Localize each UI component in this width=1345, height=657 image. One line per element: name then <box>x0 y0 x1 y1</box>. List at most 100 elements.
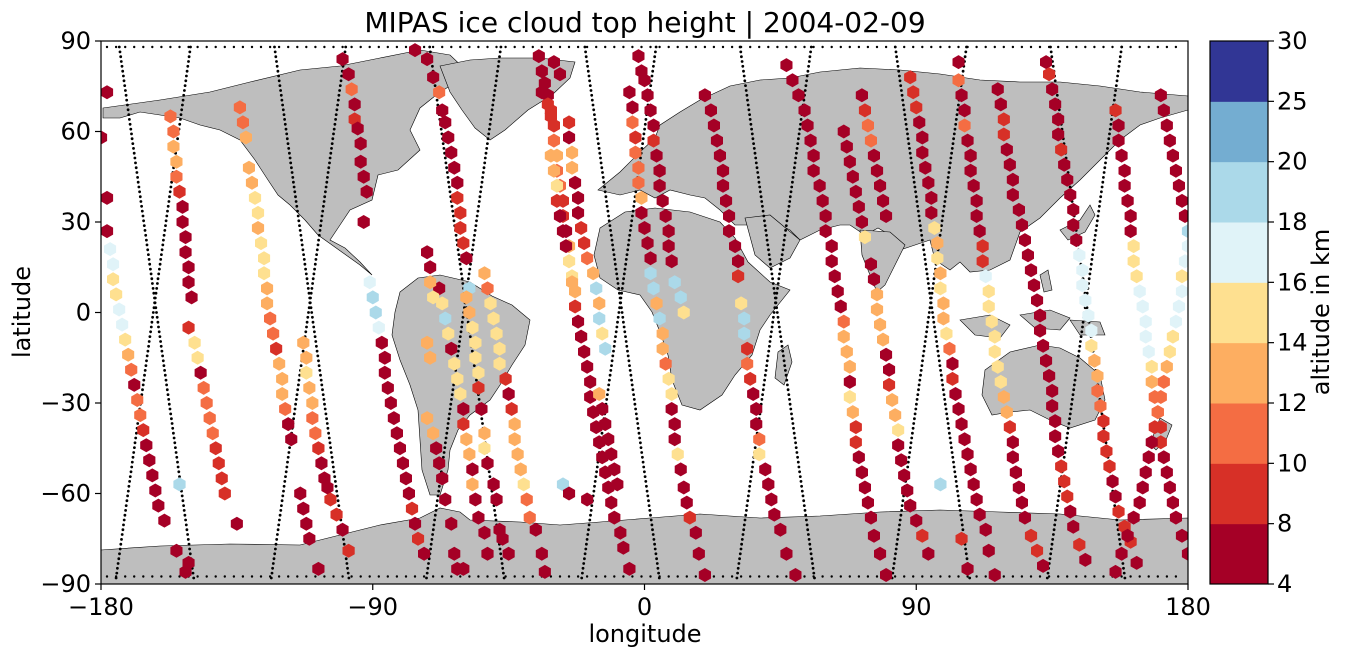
track-dot <box>499 45 503 49</box>
cloud-marker <box>502 387 515 401</box>
track-dot <box>805 518 808 522</box>
track-dot <box>803 509 807 512</box>
cloud-marker <box>170 154 183 169</box>
cloud-marker <box>925 190 938 205</box>
cloud-marker <box>1188 146 1200 160</box>
track-dot <box>581 571 584 575</box>
track-dot <box>910 161 913 165</box>
track-dot <box>901 499 905 503</box>
cloud-marker <box>523 510 536 525</box>
track-dot <box>1102 45 1105 49</box>
track-dot <box>649 513 652 517</box>
cloud-marker <box>1046 383 1059 398</box>
track-dot <box>932 320 936 324</box>
track-dot <box>330 455 334 459</box>
track-dot <box>953 127 957 131</box>
track-dot <box>936 349 940 353</box>
track-dot <box>165 214 169 218</box>
track-dot <box>164 219 168 223</box>
cloud-marker <box>578 344 591 359</box>
cloud-marker <box>556 477 569 492</box>
cloud-marker <box>508 432 521 447</box>
track-dot <box>601 176 605 179</box>
track-dot <box>650 79 653 83</box>
track-dot <box>180 108 184 112</box>
track-dot <box>740 55 743 59</box>
track-dot <box>422 575 426 578</box>
track-dot <box>743 518 747 522</box>
track-dot <box>898 79 902 83</box>
track-dot <box>447 417 451 421</box>
track-dot <box>760 200 764 203</box>
track-dot <box>268 575 272 578</box>
cloud-marker <box>384 396 397 410</box>
track-dot <box>909 156 913 160</box>
cloud-marker <box>1058 474 1071 489</box>
track-dot <box>739 575 743 578</box>
track-dot <box>758 575 761 578</box>
track-dot <box>144 364 148 367</box>
track-dot <box>324 185 328 189</box>
track-dot <box>786 388 790 392</box>
cloud-marker <box>511 447 524 462</box>
cloud-marker <box>1115 546 1128 561</box>
track-dot <box>347 576 351 580</box>
track-dot <box>157 272 161 276</box>
track-dot <box>185 528 189 532</box>
cloud-marker <box>134 408 147 423</box>
track-dot <box>645 484 648 488</box>
track-dot <box>900 504 904 507</box>
cloud-marker <box>342 543 355 558</box>
track-dot <box>1068 185 1072 189</box>
cloud-marker <box>626 115 639 130</box>
track-dot <box>914 407 918 411</box>
cloud-marker <box>874 546 887 561</box>
track-dot <box>452 214 455 218</box>
track-dot <box>282 489 285 493</box>
cloud-marker <box>242 160 255 175</box>
track-dot <box>1100 412 1104 416</box>
cloud-marker <box>535 85 548 100</box>
track-dot <box>751 465 754 469</box>
cloud-marker <box>1169 510 1182 525</box>
track-dot <box>490 113 493 116</box>
track-dot <box>956 494 960 498</box>
track-dot <box>404 575 408 578</box>
cloud-marker <box>1009 465 1022 480</box>
track-dot <box>142 45 145 49</box>
track-dot <box>594 475 598 478</box>
cloud-marker <box>849 435 862 450</box>
track-dot <box>444 441 447 445</box>
cloud-marker <box>478 441 491 456</box>
cloud-marker <box>303 531 316 546</box>
track-dot <box>328 156 332 160</box>
track-dot <box>1129 45 1132 49</box>
track-dot <box>288 156 292 160</box>
track-dot <box>965 557 969 561</box>
track-dot <box>940 224 943 228</box>
cloud-marker <box>665 254 678 269</box>
cloud-marker <box>611 477 624 492</box>
cloud-marker <box>1109 103 1122 118</box>
track-dot <box>949 441 953 445</box>
cloud-marker <box>427 70 440 85</box>
track-dot <box>292 412 296 416</box>
track-dot <box>450 204 454 208</box>
track-dot <box>169 45 172 49</box>
track-dot <box>767 253 771 256</box>
cloud-marker <box>1106 474 1119 489</box>
cloud-marker <box>668 417 681 432</box>
track-dot <box>784 224 788 228</box>
track-dot <box>652 60 656 63</box>
track-dot <box>655 562 659 565</box>
cloud-marker <box>1073 537 1086 552</box>
cloud-marker <box>958 118 971 133</box>
track-dot <box>766 354 770 358</box>
track-dot <box>297 378 301 382</box>
cloud-marker <box>656 341 669 356</box>
track-dot <box>499 552 503 556</box>
track-dot <box>643 475 647 478</box>
track-dot <box>772 311 776 314</box>
cloud-marker <box>206 426 219 441</box>
track-dot <box>327 431 330 435</box>
